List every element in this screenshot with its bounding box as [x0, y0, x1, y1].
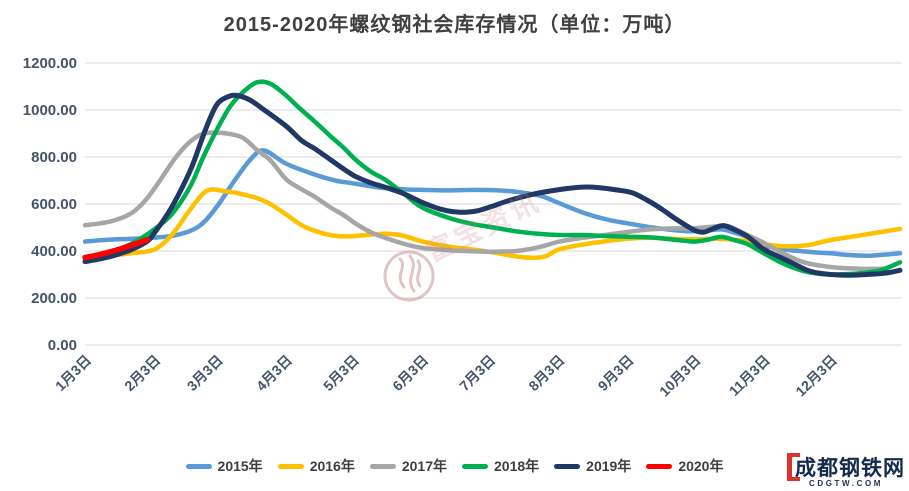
site-logo: 成都钢铁网 CDGTW.COM — [787, 452, 905, 488]
x-axis-label: 9月3日 — [595, 352, 637, 394]
y-axis-labels: 0.00 200.00 400.00 600.00 800.00 1000.00 1200.… — [23, 55, 77, 354]
line-chart: 0.00 200.00 400.00 600.00 800.00 1000.00 1200.… — [23, 55, 903, 400]
y-axis-label: 1200.00 — [23, 55, 77, 72]
y-axis-label: 800.00 — [31, 149, 77, 166]
x-axis-label: 7月3日 — [456, 352, 498, 394]
watermark-logo-icon — [383, 250, 435, 302]
y-axis-label: 600.00 — [31, 196, 77, 213]
logo-bracket-icon — [787, 453, 800, 481]
chart-title: 2015-2020年螺纹钢社会库存情况（单位：万吨） — [223, 14, 686, 36]
x-axis-label: 4月3日 — [253, 352, 295, 394]
legend-label: 2017年 — [401, 458, 447, 474]
legend-swatch-icon — [369, 463, 396, 469]
x-axis-label: 5月3日 — [320, 352, 362, 394]
series-lines — [82, 79, 903, 278]
watermark: 富宝资讯 — [383, 185, 546, 302]
y-axis-label: 400.00 — [31, 243, 77, 260]
site-logo-text: 成都钢铁网 — [795, 457, 905, 480]
x-axis-label: 1月3日 — [52, 352, 94, 394]
legend-swatch-icon — [554, 463, 581, 469]
y-axis-label: 200.00 — [31, 290, 77, 307]
legend-item-2015年: 2015年 — [185, 456, 263, 476]
legend-label: 2016年 — [309, 458, 355, 474]
series-line-2015年 — [82, 148, 903, 258]
y-axis-label: 0.00 — [48, 337, 77, 354]
legend: 2015年 2016年 2017年 2018年 2019年 2020年 — [0, 456, 909, 476]
x-axis-label: 11月3日 — [726, 352, 773, 399]
legend-item-2019年: 2019年 — [554, 456, 631, 476]
legend-label: 2015年 — [217, 458, 263, 474]
legend-swatch-icon — [185, 463, 212, 469]
x-axis-label: 12月3日 — [792, 352, 840, 400]
legend-swatch-icon — [646, 463, 673, 469]
legend-label: 2020年 — [678, 458, 724, 474]
y-axis-label: 1000.00 — [23, 102, 77, 119]
x-axis-label: 10月3日 — [656, 352, 704, 400]
watermark-text: 富宝资讯 — [421, 185, 546, 267]
legend-swatch-icon — [462, 463, 488, 469]
legend-item-2017年: 2017年 — [369, 456, 447, 476]
x-axis-labels: 1月3日 2月3日 3月3日 4月3日 5月3日 6月3日 7月3日 8月3日 9月3日 10月3… — [52, 352, 840, 400]
x-axis-label: 3月3日 — [184, 352, 226, 394]
legend-label: 2018年 — [494, 458, 540, 474]
site-logo-row: 成都钢铁网 — [787, 452, 905, 482]
x-axis-label: 8月3日 — [525, 352, 567, 394]
x-axis-label: 6月3日 — [389, 352, 431, 394]
legend-item-2020年: 2020年 — [646, 456, 723, 476]
series-line-2018年 — [82, 79, 903, 277]
legend-label: 2019年 — [586, 458, 632, 474]
x-axis-label: 2月3日 — [121, 352, 163, 394]
series-line-2019年 — [82, 92, 903, 278]
legend-swatch-icon — [277, 463, 304, 469]
legend-item-2018年: 2018年 — [462, 456, 539, 476]
legend-item-2016年: 2016年 — [277, 456, 355, 476]
series-line-2020年 — [82, 236, 151, 261]
site-logo-subtext: CDGTW.COM — [808, 479, 884, 488]
